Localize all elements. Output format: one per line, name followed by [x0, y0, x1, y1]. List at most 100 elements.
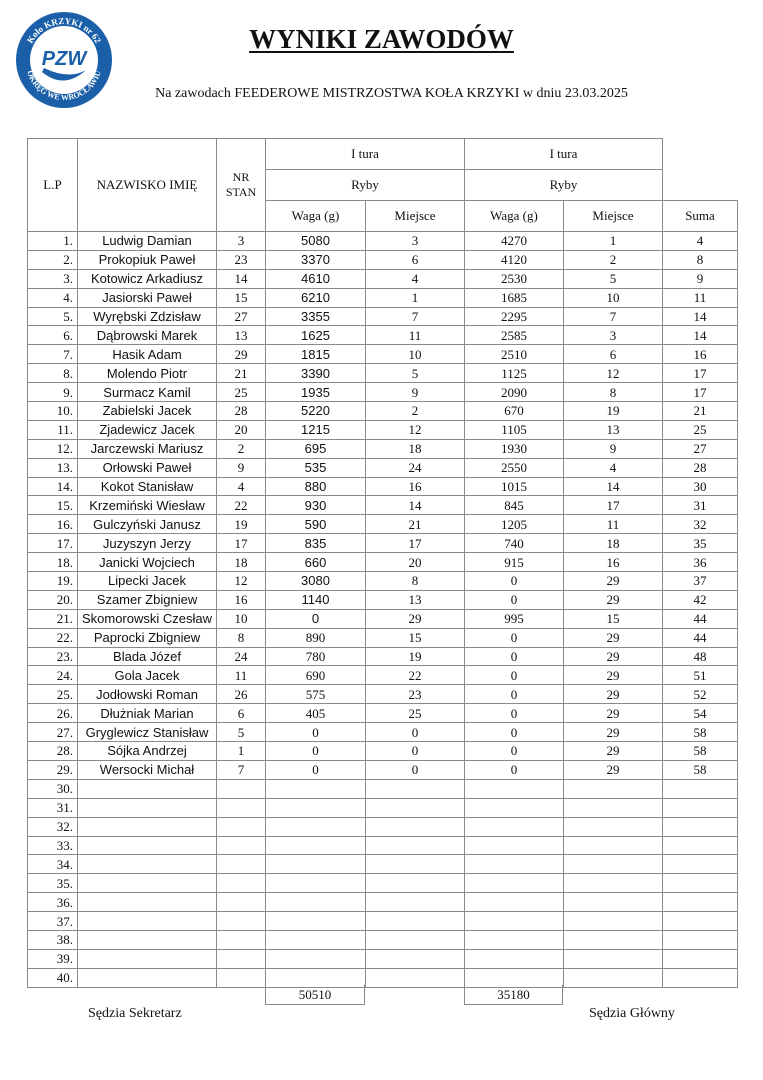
cell-name: Juzyszyn Jerzy [77, 533, 217, 554]
table-row: 37. [27, 911, 738, 931]
cell-name [77, 873, 217, 894]
cell-weight-1: 0 [265, 722, 366, 743]
cell-sum [662, 911, 738, 931]
table-row: 25. Jodłowski Roman 26 575 23 0 29 52 [27, 684, 738, 705]
cell-place-2 [563, 816, 663, 837]
cell-stand: 10 [216, 608, 266, 629]
cell-stand: 12 [216, 571, 266, 591]
cell-weight-2: 1685 [464, 287, 564, 308]
table-row: 35. [27, 873, 738, 894]
cell-weight-2 [464, 873, 564, 894]
cell-weight-2: 915 [464, 552, 564, 573]
cell-place-1: 4 [365, 268, 465, 289]
cell-weight-2: 0 [464, 665, 564, 686]
cell-place-2 [563, 797, 663, 818]
cell-lp: 31. [27, 797, 78, 818]
cell-place-1 [365, 778, 465, 799]
cell-weight-2: 0 [464, 703, 564, 724]
cell-stand: 16 [216, 589, 266, 610]
cell-place-2 [563, 835, 663, 856]
cell-sum: 28 [662, 457, 738, 478]
cell-place-2 [563, 948, 663, 969]
cell-name: Jasiorski Paweł [77, 287, 217, 308]
cell-place-2: 29 [563, 703, 663, 724]
cell-lp: 7. [27, 344, 78, 365]
cell-lp: 24. [27, 665, 78, 686]
cell-place-1: 0 [365, 741, 465, 761]
cell-sum: 42 [662, 589, 738, 610]
cell-weight-1 [265, 911, 366, 931]
table-row: 27. Gryglewicz Stanisław 5 0 0 0 29 58 [27, 722, 738, 743]
table-row: 21. Skomorowski Czesław 10 0 29 995 15 44 [27, 608, 738, 629]
header-name: NAZWISKO IMIĘ [77, 138, 217, 232]
cell-weight-1: 6210 [265, 287, 366, 308]
cell-weight-1: 575 [265, 684, 366, 705]
cell-place-1: 7 [365, 306, 465, 327]
cell-weight-1 [265, 797, 366, 818]
cell-place-1 [365, 948, 465, 969]
cell-name: Wyrębski Zdzisław [77, 306, 217, 327]
cell-sum [662, 797, 738, 818]
cell-weight-2: 2530 [464, 268, 564, 289]
cell-lp: 3. [27, 268, 78, 289]
cell-weight-1: 590 [265, 514, 366, 535]
cell-place-2 [563, 892, 663, 913]
cell-name [77, 948, 217, 969]
cell-lp: 40. [27, 967, 78, 988]
cell-sum: 51 [662, 665, 738, 686]
cell-weight-2: 1930 [464, 438, 564, 459]
cell-sum: 21 [662, 401, 738, 421]
header-stand: NR STAN [216, 138, 266, 232]
cell-weight-2: 0 [464, 684, 564, 705]
cell-place-2: 9 [563, 438, 663, 459]
cell-name: Janicki Wojciech [77, 552, 217, 573]
cell-weight-1 [265, 835, 366, 856]
header-fish-1: Ryby [265, 169, 465, 201]
cell-place-2: 7 [563, 306, 663, 327]
table-row: 39. [27, 948, 738, 969]
cell-stand: 21 [216, 363, 266, 384]
cell-lp: 32. [27, 816, 78, 837]
cell-stand: 17 [216, 533, 266, 554]
cell-place-1: 17 [365, 533, 465, 554]
cell-place-1: 16 [365, 476, 465, 497]
cell-lp: 19. [27, 571, 78, 591]
cell-sum: 17 [662, 382, 738, 403]
cell-sum: 8 [662, 249, 738, 270]
cell-place-2: 8 [563, 382, 663, 403]
cell-sum [662, 835, 738, 856]
table-row: 20. Szamer Zbigniew 16 1140 13 0 29 42 [27, 589, 738, 610]
table-row: 5. Wyrębski Zdzisław 27 3355 7 2295 7 14 [27, 306, 738, 327]
cell-name: Kokot Stanisław [77, 476, 217, 497]
cell-place-1: 14 [365, 495, 465, 516]
cell-weight-1: 695 [265, 438, 366, 459]
cell-weight-2: 2295 [464, 306, 564, 327]
signature-secretary: Sędzia Sekretarz [88, 1006, 182, 1021]
cell-stand: 9 [216, 457, 266, 478]
cell-weight-1 [265, 873, 366, 894]
cell-weight-1: 3390 [265, 363, 366, 384]
results-table: L.P NAZWISKO IMIĘ NR STAN I tura I tura … [27, 138, 738, 988]
cell-stand: 25 [216, 382, 266, 403]
cell-weight-1: 780 [265, 646, 366, 667]
cell-lp: 38. [27, 929, 78, 950]
table-row: 32. [27, 816, 738, 837]
cell-weight-2: 0 [464, 759, 564, 780]
cell-sum [662, 948, 738, 969]
cell-stand: 22 [216, 495, 266, 516]
cell-stand [216, 854, 266, 875]
cell-place-1 [365, 854, 465, 875]
header-fish-2: Ryby [464, 169, 663, 201]
cell-lp: 37. [27, 911, 78, 931]
cell-weight-1 [265, 816, 366, 837]
cell-sum: 48 [662, 646, 738, 667]
cell-place-2: 6 [563, 344, 663, 365]
cell-stand: 7 [216, 759, 266, 780]
cell-sum: 25 [662, 419, 738, 440]
cell-weight-2: 0 [464, 571, 564, 591]
cell-name: Krzemiński Wiesław [77, 495, 217, 516]
cell-place-1: 2 [365, 401, 465, 421]
cell-place-1: 22 [365, 665, 465, 686]
cell-place-1: 13 [365, 589, 465, 610]
cell-stand: 29 [216, 344, 266, 365]
